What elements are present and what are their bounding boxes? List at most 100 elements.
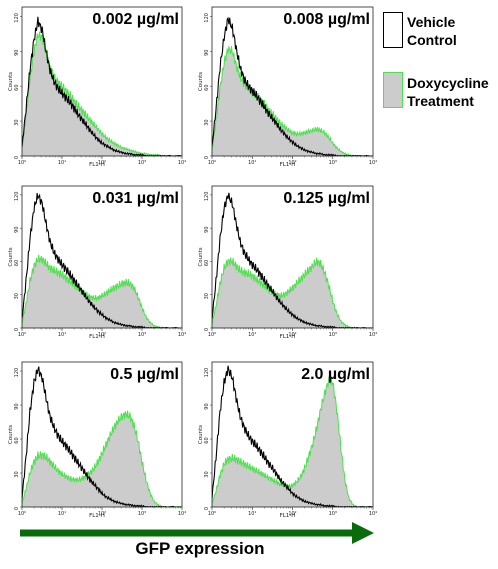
y-tick-label: 0 <box>204 156 210 159</box>
x-tick-label: 10⁴ <box>369 511 377 517</box>
vehicle-legend-swatch <box>383 12 403 48</box>
y-tick-label: 90 <box>14 403 20 409</box>
y-tick-label: 120 <box>204 368 210 378</box>
concentration-label: 0.5 µg/ml <box>110 366 179 383</box>
x-tick-label: 10³ <box>329 332 337 338</box>
x-tick-label: 10¹ <box>248 160 256 166</box>
y-axis-title: Counts <box>8 425 14 444</box>
y-axis-title: Counts <box>198 425 204 444</box>
x-tick-label: 10⁰ <box>208 160 216 166</box>
vehicle-control-line <box>22 16 182 156</box>
y-axis-title: Counts <box>198 247 204 266</box>
y-tick-label: 0 <box>14 328 20 331</box>
dox-treatment-line <box>22 254 182 328</box>
x-tick-label: 10⁴ <box>178 332 186 338</box>
x-tick-label: 10⁰ <box>18 160 26 166</box>
concentration-label: 0.008 µg/ml <box>283 11 370 28</box>
y-tick-label: 0 <box>204 328 210 331</box>
y-axis-title: Counts <box>198 72 204 91</box>
y-tick-label: 60 <box>14 260 20 266</box>
x-tick-label: 10² <box>98 511 106 517</box>
x-tick-label: 10³ <box>329 160 337 166</box>
x-tick-label: 10¹ <box>58 511 66 517</box>
x-axis-title: FL1-H <box>280 162 296 168</box>
concentration-label: 0.002 µg/ml <box>92 11 179 28</box>
plot-area <box>22 16 182 156</box>
x-axis-title: FL1-H <box>280 334 296 340</box>
histogram-panel-4: 10⁰ 10¹ 10² 10³ 10⁴ FL1-H 0 30 60 90 120 Counts 0.12… <box>198 185 377 340</box>
histogram-panel-5: 10⁰ 10¹ 10² 10³ 10⁴ FL1-H 0 30 60 90 120 Counts 0.5 … <box>8 361 186 519</box>
x-tick-label: 10¹ <box>58 160 66 166</box>
y-tick-label: 30 <box>204 293 210 299</box>
dox-legend-label: Doxycycline Treatment <box>407 75 489 109</box>
dox-treatment-area <box>22 410 182 507</box>
x-tick-label: 10² <box>98 332 106 338</box>
y-tick-label: 90 <box>14 50 20 56</box>
y-tick-label: 90 <box>14 226 20 232</box>
histogram-panel-3: 10⁰ 10¹ 10² 10³ 10⁴ FL1-H 0 30 60 90 120 Counts 0.03… <box>8 185 186 340</box>
y-tick-label: 60 <box>204 437 210 443</box>
dox-treatment-area <box>212 376 373 507</box>
y-axis-title: Counts <box>8 72 14 91</box>
x-tick-label: 10² <box>98 160 106 166</box>
dox-legend-swatch <box>383 72 403 108</box>
x-tick-label: 10² <box>288 332 296 338</box>
y-tick-label: 0 <box>204 507 210 510</box>
x-tick-label: 10¹ <box>248 511 256 517</box>
histogram-panels: 10⁰ 10¹ 10² 10³ 10⁴ FL1-H 0 30 60 90 120 Counts 0.00… <box>8 6 377 519</box>
gfp-expression-label: GFP expression <box>135 539 265 558</box>
x-axis-title: FL1-H <box>89 162 105 168</box>
concentration-label: 0.125 µg/ml <box>283 190 370 207</box>
x-tick-label: 10⁰ <box>208 332 216 338</box>
dox-treatment-area <box>22 31 182 156</box>
vehicle-control-line <box>212 365 373 507</box>
y-tick-label: 30 <box>14 293 20 299</box>
x-tick-label: 10² <box>288 160 296 166</box>
y-tick-label: 0 <box>14 156 20 159</box>
x-tick-label: 10⁴ <box>178 511 186 517</box>
x-tick-label: 10⁴ <box>369 332 377 338</box>
y-tick-label: 30 <box>204 471 210 477</box>
x-tick-label: 10² <box>288 511 296 517</box>
x-tick-label: 10³ <box>138 160 146 166</box>
y-tick-label: 60 <box>14 84 20 90</box>
y-tick-label: 120 <box>14 368 20 378</box>
x-tick-label: 10⁴ <box>178 160 186 166</box>
x-tick-label: 10³ <box>329 511 337 517</box>
y-tick-label: 30 <box>14 471 20 477</box>
x-axis-title: FL1-H <box>280 513 296 519</box>
y-tick-label: 120 <box>14 192 20 202</box>
y-tick-label: 60 <box>204 260 210 266</box>
y-tick-label: 30 <box>14 119 20 125</box>
y-tick-label: 120 <box>204 192 210 202</box>
y-tick-label: 90 <box>204 50 210 56</box>
x-axis-title: FL1-H <box>89 513 105 519</box>
concentration-label: 2.0 µg/ml <box>301 366 370 383</box>
y-tick-label: 120 <box>204 13 210 23</box>
histogram-panel-1: 10⁰ 10¹ 10² 10³ 10⁴ FL1-H 0 30 60 90 120 Counts 0.00… <box>8 6 186 168</box>
gfp-expression-arrow <box>20 522 374 544</box>
y-tick-label: 60 <box>14 437 20 443</box>
vehicle-legend-label: Vehicle Control <box>407 14 457 48</box>
histogram-panel-6: 10⁰ 10¹ 10² 10³ 10⁴ FL1-H 0 30 60 90 120 Counts 2.0 … <box>198 361 377 519</box>
dox-treatment-area <box>212 46 373 156</box>
y-tick-label: 120 <box>14 13 20 23</box>
x-tick-label: 10⁰ <box>208 511 216 517</box>
y-tick-label: 60 <box>204 84 210 90</box>
x-axis-title: FL1-H <box>89 334 105 340</box>
plot-area <box>22 366 182 507</box>
plot-area <box>212 192 373 328</box>
x-tick-label: 10⁰ <box>18 511 26 517</box>
plot-area <box>212 16 373 156</box>
dox-treatment-line <box>212 257 373 328</box>
concentration-label: 0.031 µg/ml <box>92 190 179 207</box>
x-tick-label: 10⁴ <box>369 160 377 166</box>
histogram-panel-2: 10⁰ 10¹ 10² 10³ 10⁴ FL1-H 0 30 60 90 120 Counts 0.00… <box>198 6 377 168</box>
y-tick-label: 90 <box>204 403 210 409</box>
y-axis-title: Counts <box>8 247 14 266</box>
x-tick-label: 10¹ <box>58 332 66 338</box>
plot-area <box>22 193 182 328</box>
y-tick-label: 90 <box>204 226 210 232</box>
x-tick-label: 10¹ <box>248 332 256 338</box>
